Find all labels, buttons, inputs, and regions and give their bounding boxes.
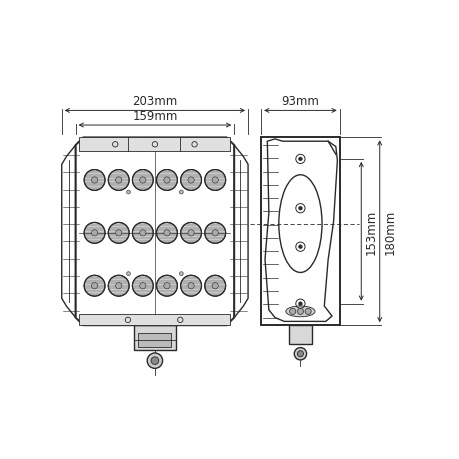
Circle shape [179, 272, 183, 276]
Circle shape [188, 230, 194, 236]
Circle shape [188, 283, 194, 289]
Bar [134, 325, 176, 350]
Circle shape [140, 230, 146, 236]
Circle shape [212, 178, 218, 184]
Circle shape [180, 276, 201, 297]
Circle shape [84, 276, 105, 297]
Circle shape [140, 178, 146, 184]
Circle shape [108, 170, 129, 191]
Circle shape [140, 283, 146, 289]
Circle shape [180, 170, 201, 191]
Circle shape [163, 178, 170, 184]
Circle shape [298, 302, 302, 306]
Circle shape [298, 245, 302, 249]
Circle shape [204, 223, 225, 244]
Text: 153mm: 153mm [364, 209, 377, 254]
Circle shape [212, 230, 218, 236]
Circle shape [91, 178, 97, 184]
Circle shape [304, 308, 311, 315]
Circle shape [132, 170, 153, 191]
Circle shape [163, 283, 170, 289]
Circle shape [204, 276, 225, 297]
Circle shape [126, 190, 130, 195]
Circle shape [151, 357, 158, 365]
Circle shape [163, 230, 170, 236]
Circle shape [108, 223, 129, 244]
Text: 180mm: 180mm [383, 209, 396, 254]
Circle shape [108, 276, 129, 297]
Bar [79, 138, 230, 152]
Text: 93mm: 93mm [281, 95, 319, 108]
Circle shape [188, 178, 194, 184]
Circle shape [289, 308, 295, 315]
Circle shape [132, 223, 153, 244]
Circle shape [84, 170, 105, 191]
Bar [261, 138, 339, 325]
Ellipse shape [285, 306, 314, 317]
Circle shape [126, 272, 130, 276]
Circle shape [156, 276, 177, 297]
Circle shape [294, 348, 306, 360]
Circle shape [115, 283, 122, 289]
Circle shape [179, 190, 183, 195]
Circle shape [212, 283, 218, 289]
Circle shape [297, 351, 303, 357]
Circle shape [298, 157, 302, 162]
Circle shape [132, 276, 153, 297]
Circle shape [115, 178, 122, 184]
Text: 159mm: 159mm [132, 110, 177, 123]
Circle shape [91, 283, 97, 289]
Circle shape [180, 223, 201, 244]
Circle shape [297, 308, 303, 315]
Circle shape [156, 170, 177, 191]
Bar [288, 325, 311, 345]
Circle shape [84, 223, 105, 244]
Text: 203mm: 203mm [132, 95, 177, 108]
Circle shape [204, 170, 225, 191]
Circle shape [91, 230, 97, 236]
Bar [79, 315, 230, 325]
Circle shape [298, 207, 302, 211]
Bar [138, 334, 171, 347]
Circle shape [115, 230, 122, 236]
Circle shape [147, 353, 162, 369]
Circle shape [156, 223, 177, 244]
